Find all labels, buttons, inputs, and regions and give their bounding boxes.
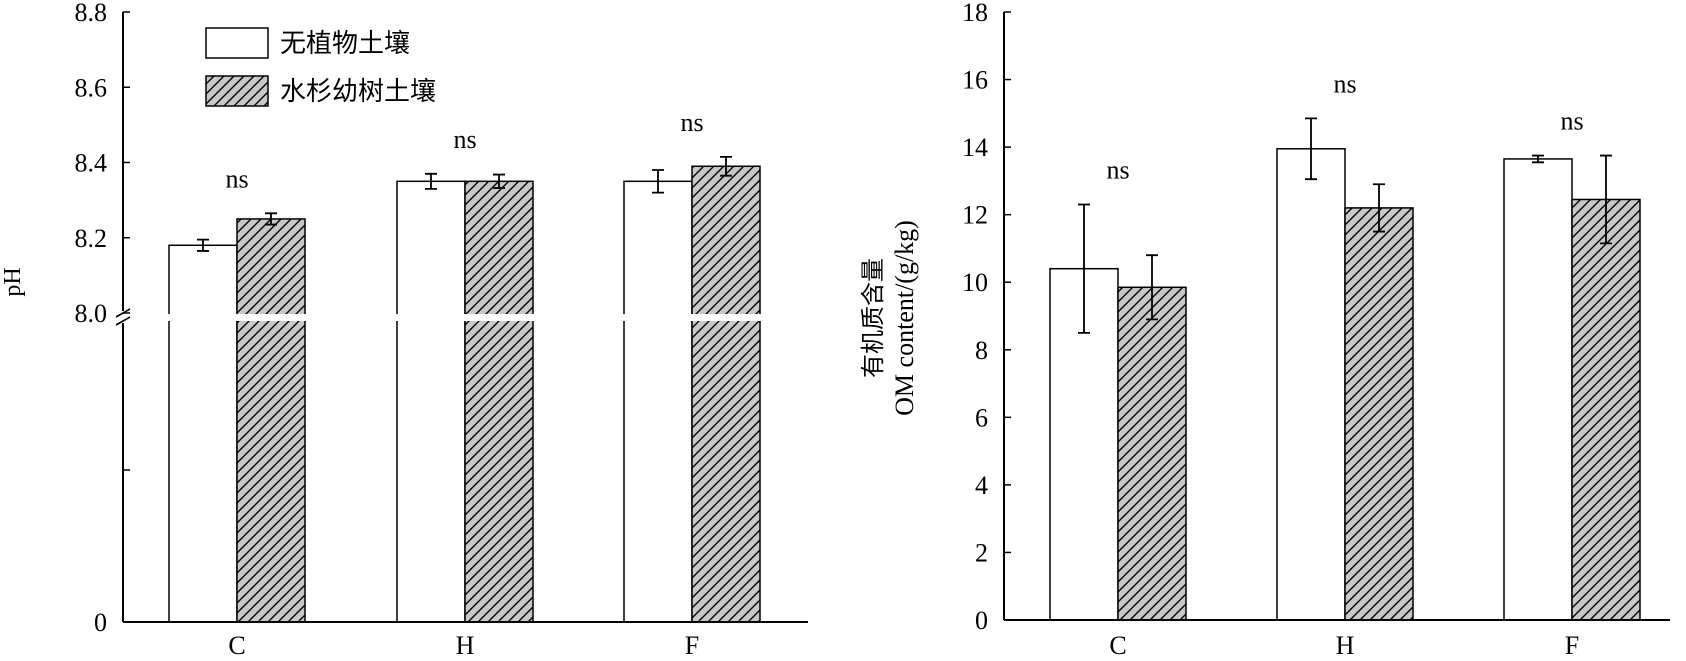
error-bar-H-series1 xyxy=(425,172,437,190)
x-tick-label: F xyxy=(685,631,699,660)
bar-H-series2 xyxy=(1344,207,1414,621)
y-tick-label: 0 xyxy=(94,608,107,637)
x-tick-label: C xyxy=(1109,631,1126,660)
legend: 无植物土壤 水杉幼树土壤 xyxy=(205,27,436,107)
ph-y-axis-label: pH xyxy=(0,267,26,296)
bar-F-series1 xyxy=(1503,158,1573,621)
significance-label: ns xyxy=(1560,107,1583,136)
om-y-axis-label-en: OM content/(g/kg) xyxy=(890,220,919,416)
y-tick-label: 8.8 xyxy=(75,0,108,27)
significance-label: ns xyxy=(1106,156,1129,185)
y-tick-label: 12 xyxy=(962,201,988,230)
y-tick-label: 14 xyxy=(962,133,988,162)
significance-label: ns xyxy=(680,108,703,137)
x-tick-label: H xyxy=(1336,631,1355,660)
bar-H-series1 xyxy=(1276,148,1346,621)
y-tick-label: 8.6 xyxy=(75,73,108,102)
bar-F-series2 xyxy=(691,165,761,623)
x-tick-label: C xyxy=(228,631,245,660)
bar-C-series2 xyxy=(1117,286,1187,621)
significance-label: ns xyxy=(1333,69,1356,98)
error-bar-C-series2 xyxy=(1146,254,1158,321)
ph-chart: pH 8.8 8.6 8.4 8.2 8.0 0 C H F ns ns ns 无植物土壤 水杉幼树… xyxy=(0,0,810,660)
bar-H-series2 xyxy=(464,180,534,623)
significance-label: ns xyxy=(453,125,476,154)
significance-label: ns xyxy=(225,164,248,193)
bar-F-series1 xyxy=(623,180,693,623)
y-tick-label: 6 xyxy=(975,403,988,432)
error-bar-C-series1 xyxy=(197,238,209,252)
y-tick-label: 16 xyxy=(962,66,988,95)
legend-swatch-metasequoia xyxy=(205,75,269,107)
y-tick-label: 2 xyxy=(975,538,988,567)
legend-label-no-plant: 无植物土壤 xyxy=(280,29,410,59)
legend-label-metasequoia: 水杉幼树土壤 xyxy=(280,77,436,107)
error-bar-F-series2 xyxy=(720,155,732,177)
bar-F-series2 xyxy=(1571,198,1641,621)
error-bar-C-series2 xyxy=(265,212,277,226)
bar-H-series1 xyxy=(396,180,466,623)
y-tick-label: 10 xyxy=(962,268,988,297)
bar-C-series1 xyxy=(168,244,238,623)
x-tick-label: F xyxy=(1565,631,1579,660)
error-bar-F-series1 xyxy=(1532,154,1544,164)
bar-C-series2 xyxy=(236,218,306,623)
legend-swatch-no-plant xyxy=(205,27,269,59)
y-tick-label: 8.0 xyxy=(75,299,108,328)
error-bar-F-series2 xyxy=(1600,154,1612,245)
y-tick-label: 4 xyxy=(975,471,988,500)
error-bar-F-series1 xyxy=(652,169,664,194)
y-tick-label: 8 xyxy=(975,336,988,365)
error-bar-H-series1 xyxy=(1305,117,1317,181)
om-chart: 有机质含量 OM content/(g/kg) 18 16 14 12 10 8 6 4 2 0 C… xyxy=(859,0,1670,660)
y-tick-label: 8.2 xyxy=(75,224,108,253)
y-tick-label: 0 xyxy=(975,606,988,635)
y-tick-label: 18 xyxy=(962,0,988,27)
error-bar-H-series2 xyxy=(1373,183,1385,233)
y-tick-label: 8.4 xyxy=(75,149,108,178)
error-bar-H-series2 xyxy=(493,173,505,189)
om-y-axis-label-cn: 有机质含量 xyxy=(859,258,887,378)
axis-break-gap xyxy=(121,314,810,321)
error-bar-C-series1 xyxy=(1078,203,1090,334)
x-tick-label: H xyxy=(456,631,475,660)
